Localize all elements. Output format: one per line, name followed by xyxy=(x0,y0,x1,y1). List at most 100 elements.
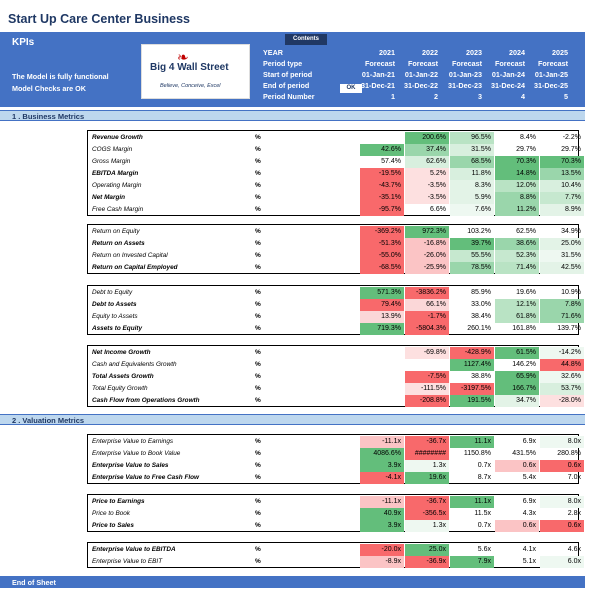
metric-value-cell: -4.1x xyxy=(360,472,404,484)
metric-value-cell: 57.4% xyxy=(381,158,401,165)
metric-value-cell: 0.7x xyxy=(477,462,491,469)
metric-value-cell: 55.5% xyxy=(450,250,494,262)
unit-label: % xyxy=(255,205,261,213)
section-valuation-title: 2 . Valuation Metrics xyxy=(12,416,85,425)
metric-row: Cash Flow from Operations Growth% -208.8%… xyxy=(88,395,584,407)
unit-label: % xyxy=(255,239,261,247)
metric-value-cell: -68.5% xyxy=(360,262,404,274)
metric-value-cell: 70.3% xyxy=(495,156,539,168)
metric-value-cell: 13.5% xyxy=(540,168,584,180)
metric-value-cell: -35.1% xyxy=(360,192,404,204)
unit-label: % xyxy=(255,157,261,165)
metric-value-cell: -25.9% xyxy=(405,262,449,274)
metric-value-cell xyxy=(405,359,449,371)
metric-value-cell: -36.7x xyxy=(405,496,449,508)
metric-value-cell: -16.8% xyxy=(405,238,449,250)
metric-label: Cash and Equivalents Growth xyxy=(92,360,177,368)
metric-row: Total Equity Growth% -111.5% -3197.5% 166.7… xyxy=(88,383,584,395)
metric-row: Net Income Growth% -69.8% -428.9% 61.5% -14.… xyxy=(88,347,584,359)
metric-value-cell: -11.1x xyxy=(360,436,404,448)
metric-value-cell: -14.2% xyxy=(540,347,584,359)
metric-value-cell: 571.3% xyxy=(360,287,404,299)
unit-label: % xyxy=(255,348,261,356)
metric-value-cell: -69.8% xyxy=(405,347,449,359)
unit-label: % xyxy=(255,372,261,380)
metric-row: Return on Capital Employed% -68.5% -25.9% 7… xyxy=(88,262,584,274)
metric-value-cell xyxy=(360,132,404,144)
metric-value-cell: 37.4% xyxy=(405,144,449,156)
end-bar xyxy=(0,576,585,588)
metric-label: Cash Flow from Operations Growth xyxy=(92,396,200,404)
metric-group: Debt to Equity% 571.3% -3836.2% 85.9% 19.6% 1… xyxy=(87,285,584,335)
metric-row: Enterprise Value to Book Value% 4086.6% ##… xyxy=(88,448,581,460)
metric-label: Enterprise Value to EBIT xyxy=(92,557,163,565)
metric-row: Price to Sales% 3.9x 1.3x 0.7x 0.6x 0.6x xyxy=(88,520,584,532)
metric-value-cell: 3.9x xyxy=(360,460,404,472)
metric-value-cell: -36.7x xyxy=(405,436,449,448)
metric-value-cell: -3197.5% xyxy=(450,383,494,395)
metric-group: Net Income Growth% -69.8% -428.9% 61.5% -14.… xyxy=(87,345,584,407)
metric-value-cell: -5804.3% xyxy=(405,323,449,335)
metric-value-cell: 11.2% xyxy=(495,204,539,216)
metric-row: Enterprise Value to Free Cash Flow% -4.1x… xyxy=(88,472,581,484)
period-start-cell: 01-Jan-23 xyxy=(448,70,482,79)
metric-value-cell: 78.5% xyxy=(450,262,494,274)
metric-value-cell: 12.0% xyxy=(495,180,539,192)
metric-value-cell: 29.7% xyxy=(561,146,581,153)
metric-row: Enterprise Value to Sales% 3.9x 1.3x 0.7x 0.… xyxy=(88,460,584,472)
period-start-cell: 01-Jan-21 xyxy=(361,70,395,79)
metric-value-cell: 5.4x xyxy=(522,474,536,481)
contents-button[interactable]: Contents xyxy=(285,34,327,45)
metric-value-cell: 7.8% xyxy=(540,299,584,311)
metric-value-cell: 8.8% xyxy=(495,192,539,204)
metric-row: Total Assets Growth% -7.5% 38.8% 65.9% 32.6% xyxy=(88,371,584,383)
metric-value-cell: -3836.2% xyxy=(405,287,449,299)
unit-label: % xyxy=(255,509,261,517)
metric-value-cell: 32.6% xyxy=(540,371,584,383)
period-num-cell: 2 xyxy=(434,92,438,101)
metric-value-cell xyxy=(360,383,404,395)
period-type-cell: Forecast xyxy=(365,59,395,68)
header-label: Period Number xyxy=(263,92,315,101)
metric-value-cell: 85.9% xyxy=(471,289,491,296)
metric-group: Price to Earnings% -11.1x -36.7x 11.1x 6.9x 8… xyxy=(87,494,584,532)
metric-row: Cash and Equivalents Growth% 1127.4% 146.2… xyxy=(88,359,584,371)
unit-label: % xyxy=(255,145,261,153)
metric-value-cell: 66.1% xyxy=(405,299,449,311)
metric-value-cell: 8.3% xyxy=(450,180,494,192)
metric-value-cell: 42.5% xyxy=(540,262,584,274)
metric-value-cell: 7.6% xyxy=(450,204,494,216)
metric-value-cell: 10.4% xyxy=(540,180,584,192)
header-label: End of period xyxy=(263,81,310,90)
period-year-cell: 2023 xyxy=(466,48,482,57)
metric-row: Return on Invested Capital% -55.0% -26.0% 5… xyxy=(88,250,584,262)
unit-label: % xyxy=(255,384,261,392)
metric-label: Gross Margin xyxy=(92,157,131,165)
unit-label: % xyxy=(255,251,261,259)
metric-value-cell: 1127.4% xyxy=(450,359,494,371)
metric-value-cell: 25.0x xyxy=(405,544,449,556)
unit-label: % xyxy=(255,521,261,529)
metric-label: Assets to Equity xyxy=(92,324,143,332)
metric-value-cell: 19.6% xyxy=(516,289,536,296)
metric-value-cell: -51.3% xyxy=(360,238,404,250)
metric-value-cell: 8.9% xyxy=(540,204,584,216)
sheet-title: Start Up Care Center Business xyxy=(8,12,191,26)
metric-value-cell: 200.6% xyxy=(405,132,449,144)
header-label: Period type xyxy=(263,59,303,68)
metric-value-cell: 431.5% xyxy=(512,450,536,457)
metric-label: EBITDA Margin xyxy=(92,169,139,177)
metric-value-cell: 42.6% xyxy=(360,144,404,156)
period-end-cell: 31-Dec-21 xyxy=(361,81,395,90)
metric-value-cell: 65.9% xyxy=(495,371,539,383)
ok-check-button[interactable]: OK xyxy=(340,84,362,93)
metric-value-cell: 1.3x xyxy=(405,520,449,532)
metric-value-cell: 719.3% xyxy=(360,323,404,335)
metric-value-cell: 6.6% xyxy=(430,206,446,213)
metric-row: EBITDA Margin% -19.5% 5.2% 11.8% 14.8% 13.5% xyxy=(88,168,584,180)
metric-value-cell: -3.5% xyxy=(405,180,449,192)
metric-value-cell: 0.7x xyxy=(477,522,491,529)
metric-row: Assets to Equity% 719.3% -5804.3% 260.1% 161… xyxy=(88,323,581,335)
metric-label: Enterprise Value to EBITDA xyxy=(92,545,176,553)
metric-label: Total Equity Growth xyxy=(92,384,148,392)
